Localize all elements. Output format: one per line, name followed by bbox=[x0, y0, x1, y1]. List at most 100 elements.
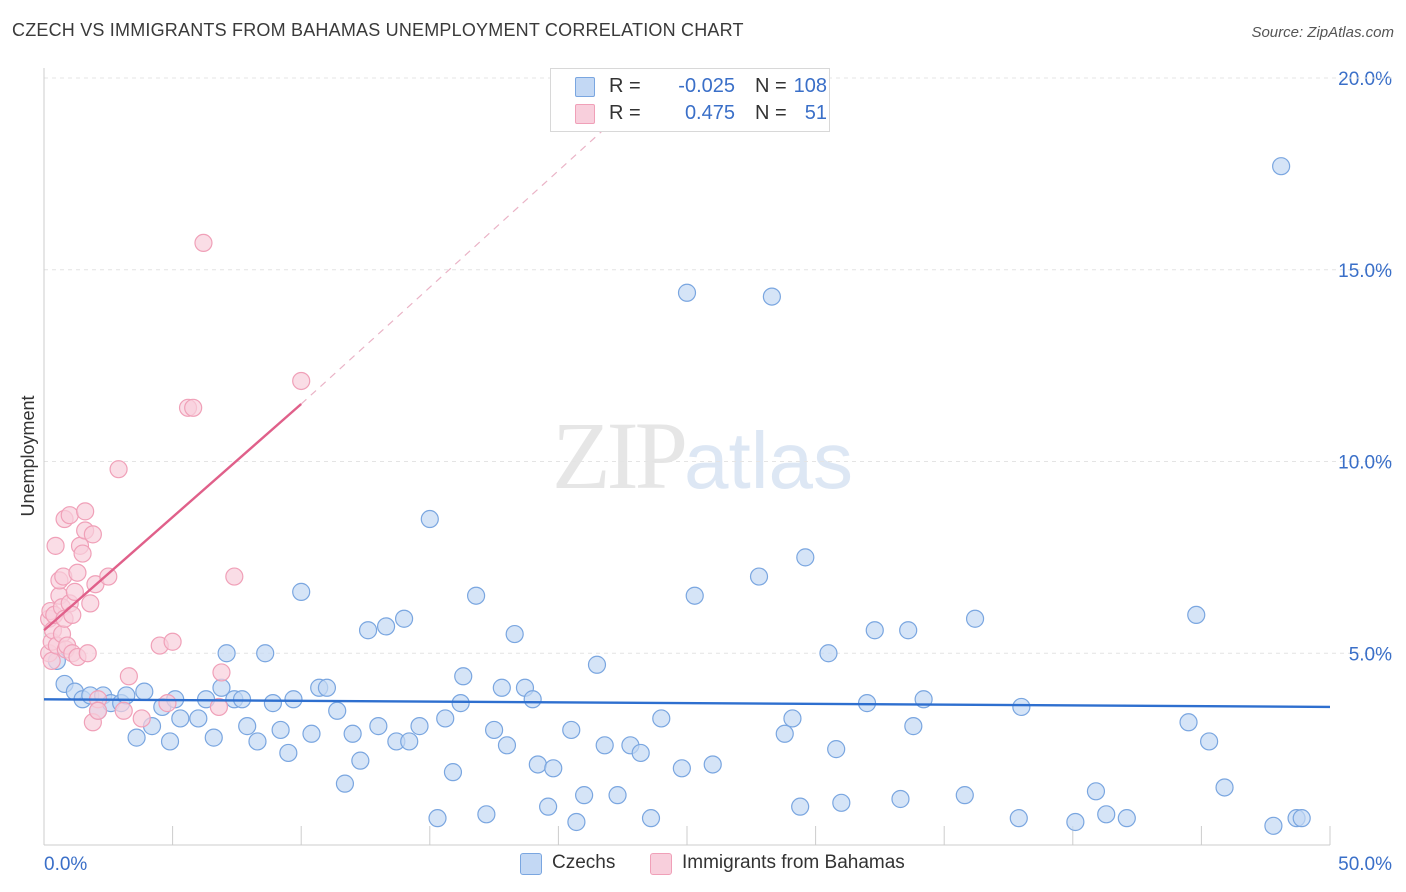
czechs-point bbox=[1012, 697, 1031, 717]
bahamas-point bbox=[68, 563, 87, 582]
czechs-point bbox=[420, 509, 439, 529]
czechs-point bbox=[466, 586, 486, 605]
czechs-point bbox=[899, 621, 918, 640]
czechs-point bbox=[302, 724, 321, 743]
czechs-point bbox=[477, 805, 496, 824]
czechs-point bbox=[528, 755, 547, 774]
legend-swatch-czechs bbox=[575, 77, 595, 97]
czechs-point bbox=[117, 686, 136, 705]
czechs-point bbox=[1086, 782, 1106, 801]
czechs-point bbox=[891, 789, 910, 809]
czechs-point bbox=[505, 624, 524, 644]
czechs-point bbox=[1292, 809, 1311, 828]
bahamas-point bbox=[114, 701, 133, 720]
bahamas-point bbox=[212, 663, 231, 682]
czechs-point bbox=[832, 793, 851, 812]
bahamas-point bbox=[109, 460, 128, 479]
czechs-point bbox=[955, 786, 974, 805]
czechs-point bbox=[1187, 605, 1206, 625]
legend-r-value-bahamas: 0.475 bbox=[684, 102, 735, 124]
czechs-point bbox=[135, 682, 154, 701]
czechs-point bbox=[436, 709, 455, 728]
czechs-point bbox=[652, 709, 671, 728]
x-tick-label-max: 50.0% bbox=[1338, 854, 1392, 875]
czechs-point bbox=[497, 736, 517, 755]
czechs-point bbox=[775, 724, 794, 743]
czechs-point bbox=[965, 609, 985, 628]
bahamas-point bbox=[158, 694, 177, 713]
czechs-point bbox=[217, 644, 236, 663]
czechs-point bbox=[827, 740, 846, 759]
bahamas-trend-line bbox=[43, 403, 302, 632]
czechs-point bbox=[394, 609, 414, 628]
czechs-point bbox=[369, 717, 388, 736]
czechs-point bbox=[703, 755, 722, 774]
chart-title: CZECH VS IMMIGRANTS FROM BAHAMAS UNEMPLO… bbox=[12, 20, 744, 40]
legend-n-value-bahamas: 51 bbox=[804, 102, 827, 124]
czechs-point bbox=[544, 759, 563, 778]
czechs-point bbox=[904, 717, 923, 736]
czechs-point bbox=[443, 763, 463, 782]
czechs-point bbox=[1200, 732, 1219, 751]
y-axis-label: Unemployment bbox=[18, 395, 38, 516]
czechs-point bbox=[1097, 805, 1116, 824]
czechs-point bbox=[328, 701, 347, 720]
czechs-point bbox=[672, 759, 691, 778]
bahamas-point bbox=[81, 594, 100, 613]
bahamas-point bbox=[99, 567, 118, 586]
czechs-point bbox=[567, 812, 586, 832]
bottom-legend-swatch-czechs bbox=[520, 853, 542, 875]
czechs-point bbox=[1264, 816, 1283, 835]
czechs-point bbox=[685, 586, 704, 605]
czechs-point bbox=[762, 287, 781, 306]
czechs-point bbox=[539, 797, 558, 816]
bahamas-point bbox=[132, 709, 151, 728]
legend-swatch-bahamas bbox=[575, 104, 595, 124]
czechs-point bbox=[749, 567, 769, 586]
bahamas-point bbox=[78, 644, 97, 663]
czechs-point bbox=[292, 582, 311, 601]
czechs-point bbox=[575, 786, 594, 805]
bahamas-point bbox=[225, 567, 244, 586]
czechs-point bbox=[271, 720, 290, 740]
czechs-point bbox=[351, 751, 370, 770]
zipatlas-watermark: ZIPatlas bbox=[552, 400, 853, 511]
czechs-point bbox=[256, 644, 275, 663]
y-tick-label: 5.0% bbox=[1349, 644, 1392, 665]
bahamas-point bbox=[46, 536, 65, 555]
bahamas-point bbox=[60, 506, 79, 525]
czechs-point bbox=[819, 644, 838, 663]
bahamas-trend-extension bbox=[300, 123, 611, 405]
czechs-point bbox=[631, 743, 650, 763]
bahamas-point bbox=[194, 233, 213, 253]
legend-n-label-2: N = bbox=[755, 102, 787, 124]
czechs-point bbox=[410, 717, 429, 736]
watermark-zip: ZIP bbox=[552, 402, 688, 509]
legend-n-label: N = bbox=[755, 75, 787, 97]
bottom-legend-swatch-bahamas bbox=[650, 853, 672, 875]
bottom-legend-label-bahamas: Immigrants from Bahamas bbox=[682, 852, 905, 873]
legend-r-label: R = bbox=[609, 75, 641, 97]
czechs-trend-line bbox=[43, 698, 1331, 709]
czechs-point bbox=[317, 678, 337, 697]
bahamas-point bbox=[63, 605, 82, 625]
czechs-point bbox=[248, 732, 267, 751]
legend-r-label-2: R = bbox=[609, 102, 641, 124]
czechs-point bbox=[562, 720, 581, 740]
czechs-point bbox=[485, 720, 504, 740]
czechs-point bbox=[284, 690, 303, 709]
czechs-point bbox=[171, 709, 190, 728]
czechs-point bbox=[127, 728, 146, 747]
bahamas-point bbox=[184, 398, 203, 417]
bahamas-point bbox=[209, 697, 228, 717]
bahamas-point bbox=[119, 667, 138, 686]
czechs-point bbox=[865, 621, 884, 640]
czechs-point bbox=[189, 709, 208, 728]
y-tick-label: 10.0% bbox=[1338, 453, 1392, 474]
czechs-point bbox=[1215, 778, 1234, 797]
czechs-point bbox=[279, 743, 298, 763]
bahamas-point bbox=[76, 502, 95, 521]
correlation-legend: R = -0.025 N = 108 R = 0.475 N = 51 bbox=[550, 68, 830, 132]
czechs-point bbox=[492, 678, 511, 697]
